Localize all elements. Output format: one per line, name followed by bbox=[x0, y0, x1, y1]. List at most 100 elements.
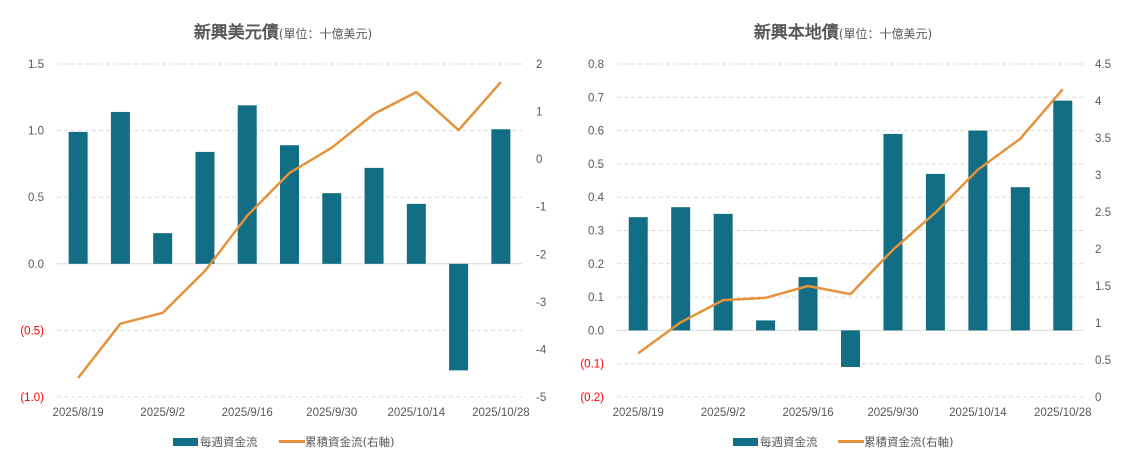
right-axis-ticks: 4.5 4 3.5 3 2.5 2 1.5 1 0.5 0 bbox=[1095, 59, 1111, 404]
x-axis-tick-label: 2025/8/19 bbox=[53, 407, 104, 419]
bar-2025/9/16 bbox=[798, 277, 818, 331]
bar-2025/8/19 bbox=[68, 131, 88, 264]
chart-title-main: 新興美元債 bbox=[194, 22, 279, 43]
right-axis-tick-label: 4.5 bbox=[1095, 59, 1111, 71]
bar-2025/10/14 bbox=[406, 203, 426, 264]
x-axis-ticks: 2025/8/19 2025/9/2 2025/9/16 2025/9/30 2025/… bbox=[613, 407, 1092, 419]
left-axis-tick-label: 0.7 bbox=[588, 92, 604, 104]
x-axis-tick-label: 2025/9/30 bbox=[306, 407, 357, 419]
bar-2025/10/28 bbox=[1053, 100, 1073, 331]
legend: 每週資金流 累積資金流(右軸) bbox=[173, 435, 394, 449]
bar-2025/9/23 bbox=[280, 145, 299, 264]
bar-2025/8/26 bbox=[671, 207, 691, 331]
right-axis-tick-label: -4 bbox=[536, 344, 547, 356]
chart-title-unit: (單位：十億美元) bbox=[279, 26, 372, 41]
x-axis-tick-label: 2025/9/16 bbox=[222, 407, 273, 419]
x-axis-tick-label: 2025/10/14 bbox=[388, 407, 446, 419]
legend-bar-label: 每週資金流 bbox=[200, 435, 258, 449]
chart-title-main: 新興本地債 bbox=[754, 22, 839, 43]
left-axis-tick-label: 0.1 bbox=[588, 292, 604, 304]
legend-bar-label: 每週資金流 bbox=[760, 435, 818, 449]
left-axis-tick-label: 0.4 bbox=[588, 192, 605, 204]
cumulative-flow-line bbox=[637, 88, 1064, 355]
bar-2025/10/7 bbox=[925, 173, 945, 331]
right-axis-tick-label: 2 bbox=[536, 59, 542, 71]
chart-title-unit: (單位：十億美元) bbox=[839, 26, 932, 41]
right-axis-tick-label: 0.5 bbox=[1095, 355, 1111, 367]
legend-bar-swatch bbox=[733, 438, 758, 446]
right-axis-tick-label: 1 bbox=[1095, 318, 1101, 330]
left-axis-tick-label: 0.0 bbox=[588, 325, 604, 337]
right-axis-ticks: 2 1 0 -1 -2 -3 -4 -5 bbox=[536, 59, 547, 404]
right-axis-tick-label: 0 bbox=[536, 154, 542, 166]
x-axis-tick-label: 2025/10/28 bbox=[472, 407, 530, 419]
bar-2025/9/16 bbox=[237, 105, 257, 264]
bar-2025/10/21 bbox=[1010, 187, 1030, 331]
bar-2025/9/2 bbox=[153, 233, 173, 264]
chart-emerging-local-bonds: 新興本地債(單位：十億美元) 0.80.70.60.50.40.30.20.10… bbox=[580, 22, 1111, 449]
right-axis-tick-label: 1 bbox=[536, 107, 542, 119]
left-axis-tick-label: 0.8 bbox=[588, 59, 604, 71]
bar-2025/10/21 bbox=[449, 263, 469, 371]
legend-line-swatch bbox=[838, 440, 864, 443]
x-axis-tick-label: 2025/9/30 bbox=[867, 407, 918, 419]
legend-line-label: 累積資金流(右軸) bbox=[864, 435, 953, 449]
left-axis-tick-label: 0.5 bbox=[28, 192, 44, 204]
bar-series bbox=[68, 105, 511, 371]
bar-series bbox=[628, 100, 1073, 368]
left-axis-tick-label: 0.2 bbox=[588, 259, 604, 271]
bar-2025/8/19 bbox=[628, 217, 648, 331]
x-axis-tick-label: 2025/10/14 bbox=[949, 407, 1007, 419]
left-axis-tick-label: 0.0 bbox=[28, 259, 44, 271]
right-axis-tick-label: -5 bbox=[536, 392, 546, 404]
right-axis-tick-label: -2 bbox=[536, 249, 546, 261]
right-axis-tick-label: 3 bbox=[1095, 170, 1101, 182]
left-axis-tick-label: (0.5) bbox=[20, 325, 44, 337]
chart-panel-emerging-usd-bonds: 新興美元債(單位：十億美元) 1.5 1.0 0.5 0.0 (0.5) (1.0) 2 1… bbox=[0, 0, 565, 464]
bar-2025/9/9 bbox=[756, 320, 776, 331]
bar-2025/9/23 bbox=[841, 330, 860, 368]
left-axis-tick-label: (1.0) bbox=[20, 392, 44, 404]
chart-emerging-usd-bonds: 新興美元債(單位：十億美元) 1.5 1.0 0.5 0.0 (0.5) (1.0) 2 1… bbox=[20, 22, 547, 449]
left-axis-tick-label: 0.6 bbox=[588, 126, 604, 138]
x-axis-tick-label: 2025/9/2 bbox=[701, 407, 746, 419]
chart-title: 新興美元債(單位：十億美元) bbox=[194, 22, 372, 43]
right-axis-tick-label: 2.5 bbox=[1095, 207, 1111, 219]
line-series bbox=[637, 88, 1064, 355]
chart-panel-emerging-local-bonds: 新興本地債(單位：十億美元) 0.8 0.7 0.6 0.5 0.4 0.3 0.2 0.1 0… bbox=[568, 0, 1135, 464]
right-axis-tick-label: 1.5 bbox=[1095, 281, 1111, 293]
left-axis-tick-label: (0.2) bbox=[580, 392, 604, 404]
bar-2025/10/7 bbox=[364, 167, 384, 264]
x-axis-ticks: 2025/8/19 2025/9/2 2025/9/16 2025/9/30 2025/… bbox=[53, 407, 530, 419]
right-axis-tick-label: 0 bbox=[1095, 392, 1101, 404]
left-axis-tick-label: (0.1) bbox=[580, 359, 604, 371]
left-axis-ticks: 1.5 1.0 0.5 0.0 (0.5) (1.0) bbox=[20, 59, 44, 404]
left-axis-tick-label: 1.0 bbox=[28, 126, 44, 138]
bar-2025/10/28 bbox=[491, 129, 511, 264]
line-series bbox=[77, 81, 502, 379]
legend: 每週資金流 累積資金流(右軸) bbox=[733, 435, 953, 449]
left-axis-tick-label: 1.5 bbox=[28, 59, 44, 71]
legend-bar-swatch bbox=[173, 438, 198, 446]
chart-title: 新興本地債(單位：十億美元) bbox=[754, 22, 932, 43]
legend-line-label: 累積資金流(右軸) bbox=[305, 435, 394, 449]
right-axis-tick-label: 3.5 bbox=[1095, 133, 1111, 145]
x-axis-tick-label: 2025/10/28 bbox=[1034, 407, 1092, 419]
cumulative-flow-line bbox=[77, 81, 502, 379]
left-axis-tick-label: 0.5 bbox=[588, 159, 604, 171]
bar-2025/9/2 bbox=[713, 213, 733, 331]
x-axis-tick-label: 2025/9/2 bbox=[140, 407, 185, 419]
bar-2025/9/9 bbox=[195, 151, 215, 264]
legend-line-swatch bbox=[279, 440, 305, 443]
left-axis-tick-label: 0.3 bbox=[588, 226, 604, 238]
right-axis-tick-label: 4 bbox=[1095, 96, 1102, 108]
bar-2025/9/30 bbox=[322, 193, 342, 264]
x-axis-tick-label: 2025/8/19 bbox=[613, 407, 664, 419]
left-axis-ticks: 0.8 0.7 0.6 0.5 0.4 0.3 0.2 0.1 0.0 (0.1) (0.2) bbox=[580, 59, 604, 404]
right-axis-tick-label: -3 bbox=[536, 297, 546, 309]
right-axis-tick-label: 2 bbox=[1095, 244, 1101, 256]
x-axis-tick-label: 2025/9/16 bbox=[782, 407, 833, 419]
bar-2025/9/30 bbox=[883, 133, 903, 331]
right-axis-tick-label: -1 bbox=[536, 202, 546, 214]
bar-2025/8/26 bbox=[110, 111, 130, 264]
